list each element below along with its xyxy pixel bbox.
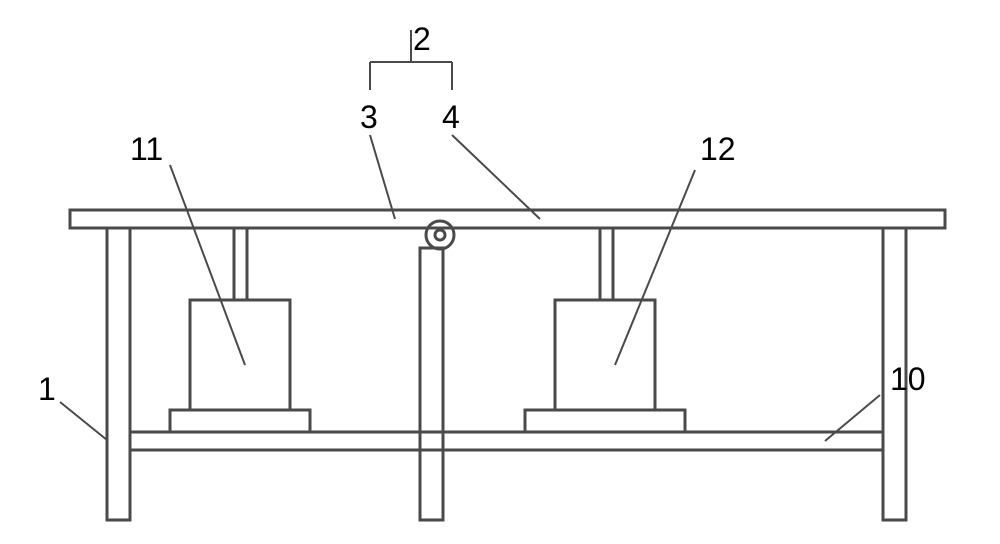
hydraulic-left-body: [190, 300, 290, 410]
hydraulic-left-rod: [234, 228, 247, 300]
label-2: 2: [413, 21, 431, 57]
leader-3: [370, 135, 395, 219]
label-12: 12: [700, 131, 736, 167]
hydraulic-right-rod: [600, 228, 613, 300]
label-1: 1: [38, 371, 56, 407]
bracket-2: [370, 30, 452, 90]
label-4: 4: [442, 99, 460, 135]
lower-beam: [130, 432, 883, 450]
leg-1: [107, 228, 130, 520]
label-3: 3: [360, 99, 378, 135]
hydraulic-right-body: [555, 300, 655, 410]
leader-10: [825, 395, 880, 441]
hydraulic-left-base: [170, 410, 310, 432]
leader-1: [60, 402, 107, 440]
label-10: 10: [890, 361, 926, 397]
leader-4: [452, 135, 540, 219]
leg-2: [420, 248, 443, 520]
hinge-inner: [435, 230, 445, 240]
label-11: 11: [130, 131, 163, 167]
hinge-outer: [426, 221, 454, 249]
top-plate: [70, 210, 945, 228]
schematic-diagram: 1 2 3 4 10 11 12: [0, 0, 1000, 544]
hydraulic-right-base: [525, 410, 685, 432]
